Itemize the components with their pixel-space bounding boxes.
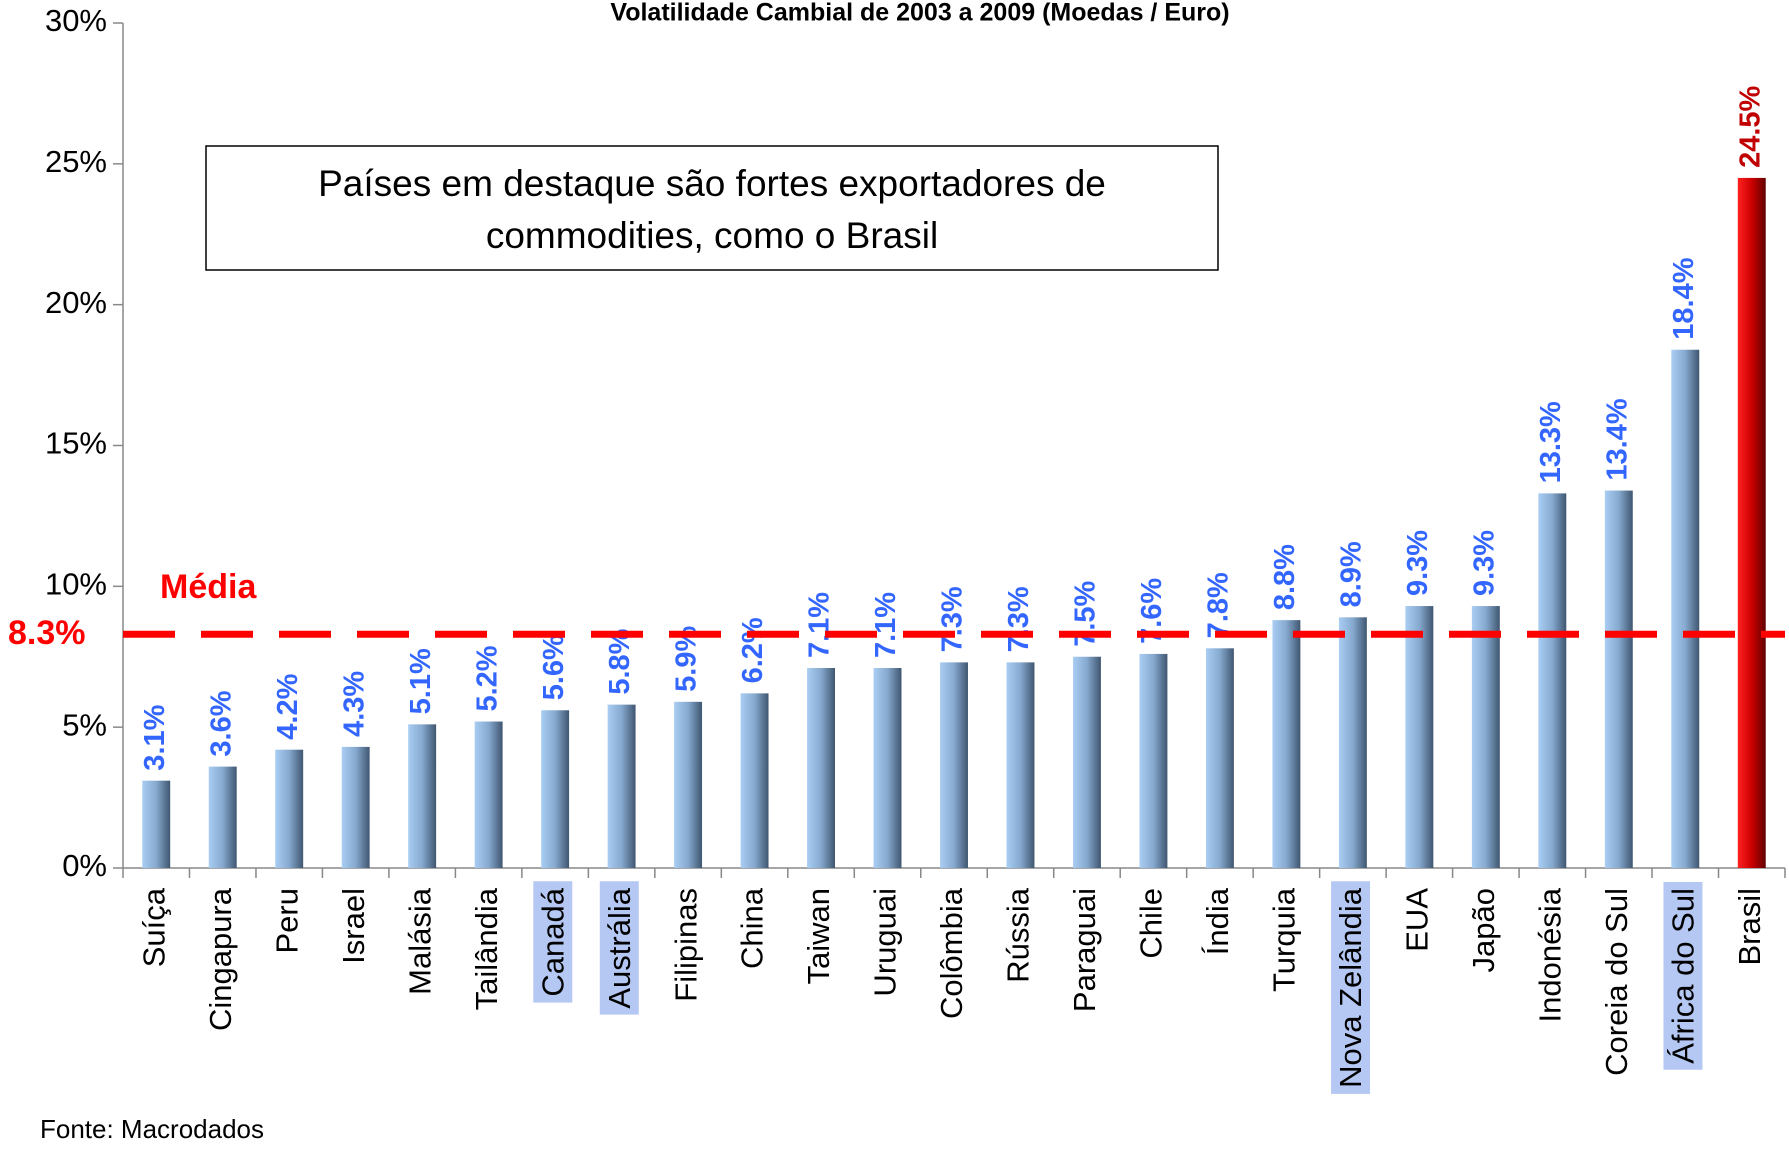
y-tick-label: 10%: [45, 567, 107, 602]
y-tick-label: 5%: [62, 707, 107, 742]
x-tick-label: EUA: [1400, 888, 1435, 952]
annotation-line: commodities, como o Brasil: [486, 215, 938, 256]
value-label: 7.8%: [1203, 572, 1235, 638]
x-tick-label: Israel: [336, 888, 371, 964]
bar: [1072, 656, 1101, 868]
bar: [142, 780, 171, 868]
reference-label: Média: [160, 568, 257, 606]
y-tick-label: 30%: [45, 3, 107, 38]
value-label: 9.3%: [1402, 530, 1434, 596]
bar: [1671, 349, 1700, 868]
x-tick-label: Canadá: [535, 887, 570, 996]
value-label: 7.3%: [1003, 586, 1035, 652]
x-tick-label: Austrália: [602, 887, 637, 1008]
y-tick-label: 20%: [45, 285, 107, 320]
y-tick-label: 15%: [45, 426, 107, 461]
value-label: 7.1%: [804, 592, 836, 658]
value-label: 5.1%: [405, 648, 437, 714]
value-label: 3.1%: [139, 704, 171, 770]
bar: [807, 668, 836, 868]
x-tick-label: Rússia: [1001, 887, 1036, 983]
x-tick-label: Indonésia: [1533, 887, 1568, 1022]
x-tick-label: Coreia do Sul: [1599, 888, 1634, 1076]
annotation-line: Países em destaque são fortes exportador…: [318, 163, 1106, 204]
x-tick-label: Paraguai: [1067, 888, 1102, 1012]
value-label: 8.8%: [1269, 544, 1301, 610]
x-tick-label: Uruguai: [868, 888, 903, 997]
bar: [275, 749, 304, 868]
bar: [1338, 617, 1367, 868]
y-tick-label: 25%: [45, 144, 107, 179]
x-tick-label: Cingapura: [203, 887, 238, 1031]
bar: [1604, 490, 1633, 868]
bar: [341, 746, 370, 868]
value-label: 4.2%: [272, 673, 304, 739]
bar: [607, 704, 636, 868]
bar: [1205, 648, 1234, 868]
bar: [1272, 620, 1301, 868]
highlight: [1663, 882, 1703, 1070]
x-tick-label: Taiwan: [801, 888, 836, 985]
annotation-box: [205, 145, 1219, 271]
value-label: 5.8%: [604, 628, 636, 694]
x-tick-label: Brasil: [1732, 888, 1767, 966]
bar: [674, 701, 703, 868]
x-tick-label: Malásia: [402, 887, 437, 995]
bar: [208, 766, 237, 868]
bar: [408, 724, 437, 868]
x-tick-label: Índia: [1200, 887, 1235, 955]
bar: [541, 710, 570, 868]
value-label: 6.2%: [737, 617, 769, 683]
x-tick-label: Peru: [269, 888, 304, 953]
value-label: 4.3%: [338, 671, 370, 737]
bar: [1538, 493, 1567, 868]
chart-title: Volatilidade Cambial de 2003 a 2009 (Moe…: [610, 0, 1229, 27]
reference-value-label: 8.3%: [8, 614, 86, 652]
x-tick-label: China: [735, 887, 770, 969]
x-tick-label: Chile: [1134, 888, 1169, 959]
x-tick-label: Colômbia: [934, 887, 969, 1019]
value-label: 7.3%: [937, 586, 969, 652]
value-label: 13.4%: [1601, 398, 1633, 480]
value-label: 7.1%: [870, 592, 902, 658]
value-label: 9.3%: [1468, 530, 1500, 596]
value-label: 18.4%: [1668, 257, 1700, 339]
bar: [740, 693, 769, 868]
highlight: [1331, 881, 1371, 1094]
value-label: 5.2%: [471, 645, 503, 711]
highlight: [599, 881, 639, 1015]
value-label: 3.6%: [205, 690, 237, 756]
x-tick-label: Turquia: [1267, 887, 1302, 992]
highlight: [533, 881, 573, 1003]
y-tick-label: 0%: [62, 848, 107, 883]
bar: [873, 668, 902, 868]
bar: [1139, 653, 1168, 868]
bar: [940, 662, 968, 868]
value-label: 13.3%: [1535, 401, 1567, 483]
x-tick-label: Japão: [1466, 888, 1501, 972]
bar: [1405, 606, 1434, 868]
bar: [1471, 606, 1500, 868]
x-tick-label: Filipinas: [668, 888, 703, 1002]
x-tick-label: Suíça: [136, 887, 171, 967]
x-tick-label: Nova Zelândia: [1333, 887, 1368, 1088]
x-tick-label: Tailândia: [469, 887, 504, 1010]
value-label: 5.6%: [538, 634, 570, 700]
x-tick-label: África do Sul: [1665, 888, 1700, 1064]
value-label: 24.5%: [1734, 85, 1766, 167]
bar: [1737, 177, 1766, 868]
bar: [474, 721, 503, 868]
bar: [1006, 662, 1035, 868]
value-label: 8.9%: [1336, 541, 1368, 607]
source: Fonte: Macrodados: [40, 1114, 264, 1144]
